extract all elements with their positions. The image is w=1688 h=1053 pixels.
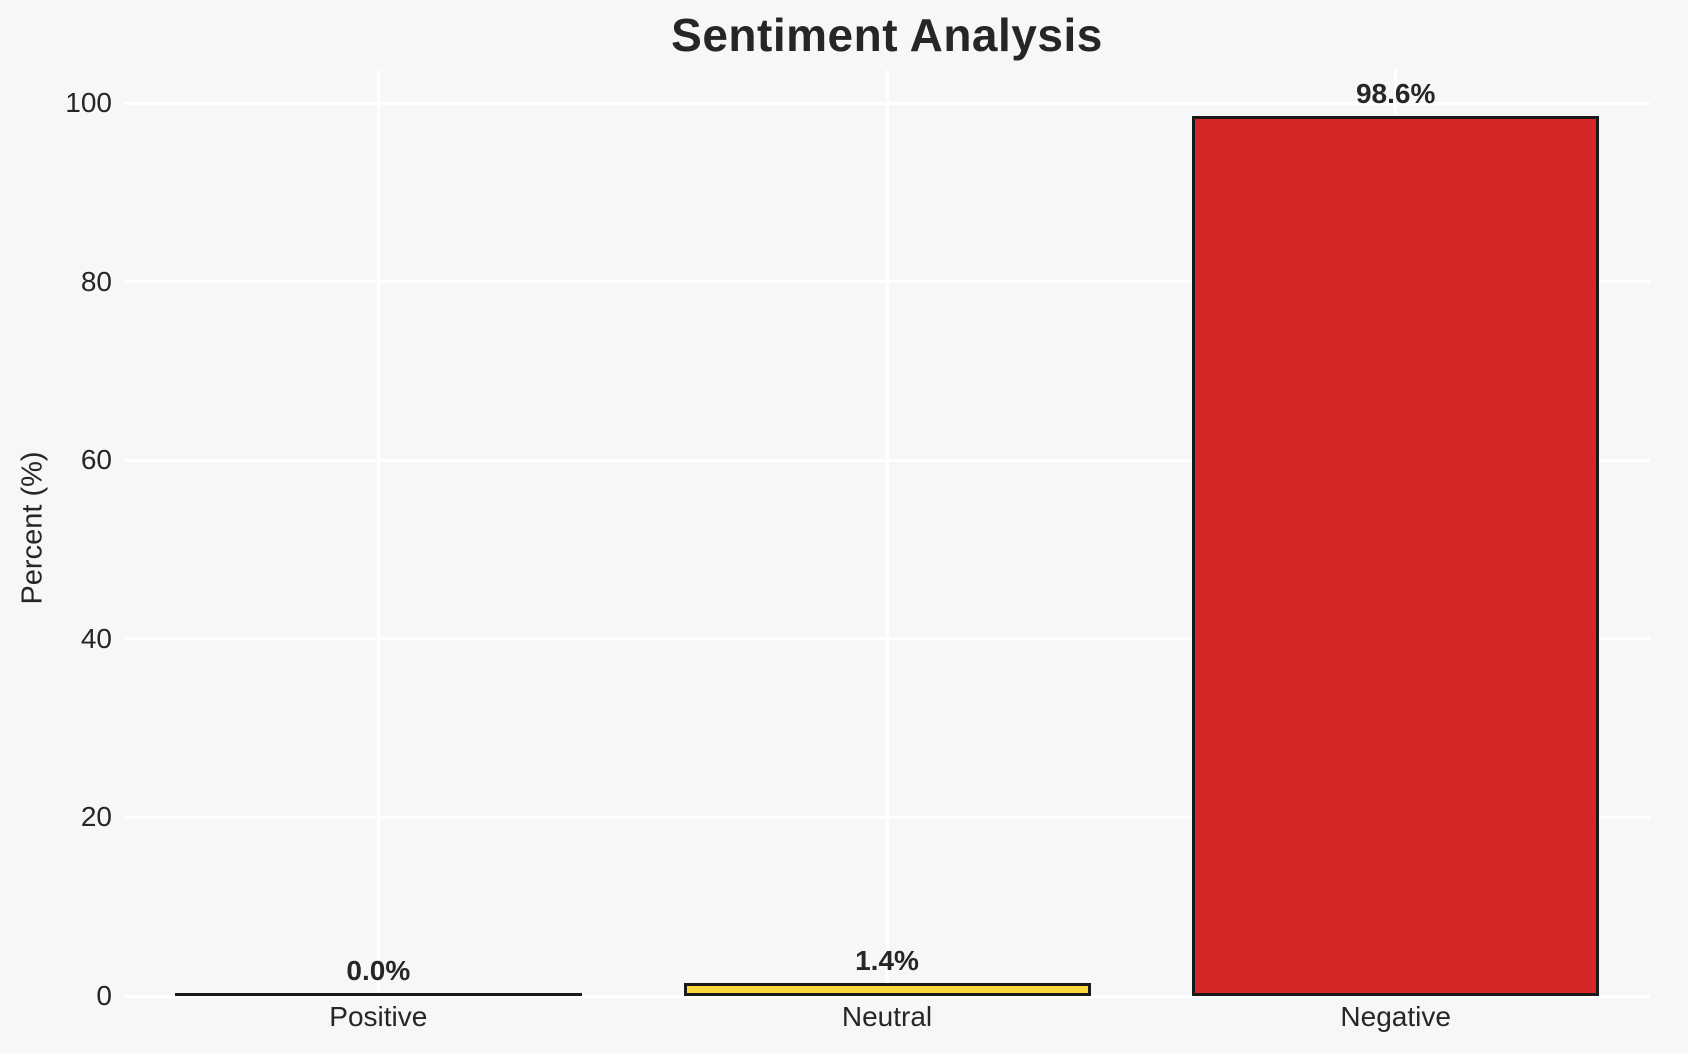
bar-neutral [684, 983, 1091, 996]
y-tick-label: 100 [65, 87, 112, 118]
gridline-vertical [885, 70, 889, 996]
y-tick-label: 20 [80, 801, 112, 833]
y-tick-label: 0 [96, 980, 112, 1011]
gridline-horizontal [124, 994, 1650, 998]
x-tick-label-neutral: Neutral [841, 1001, 933, 1032]
gridline-vertical [376, 70, 380, 996]
bar-positive [175, 993, 582, 996]
y-tick-label: 60 [80, 444, 112, 476]
bar-negative [1192, 116, 1599, 996]
value-label-negative: 98.6% [1355, 78, 1436, 109]
x-tick-label-positive: Positive [329, 1001, 428, 1032]
x-tick-label-negative: Negative [1340, 1001, 1451, 1032]
y-tick-label: 40 [80, 622, 112, 654]
value-label-neutral: 1.4% [855, 945, 919, 976]
chart-title: Sentiment Analysis [671, 9, 1103, 61]
value-label-positive: 0.0% [346, 955, 411, 986]
y-tick-label: 80 [80, 265, 112, 297]
